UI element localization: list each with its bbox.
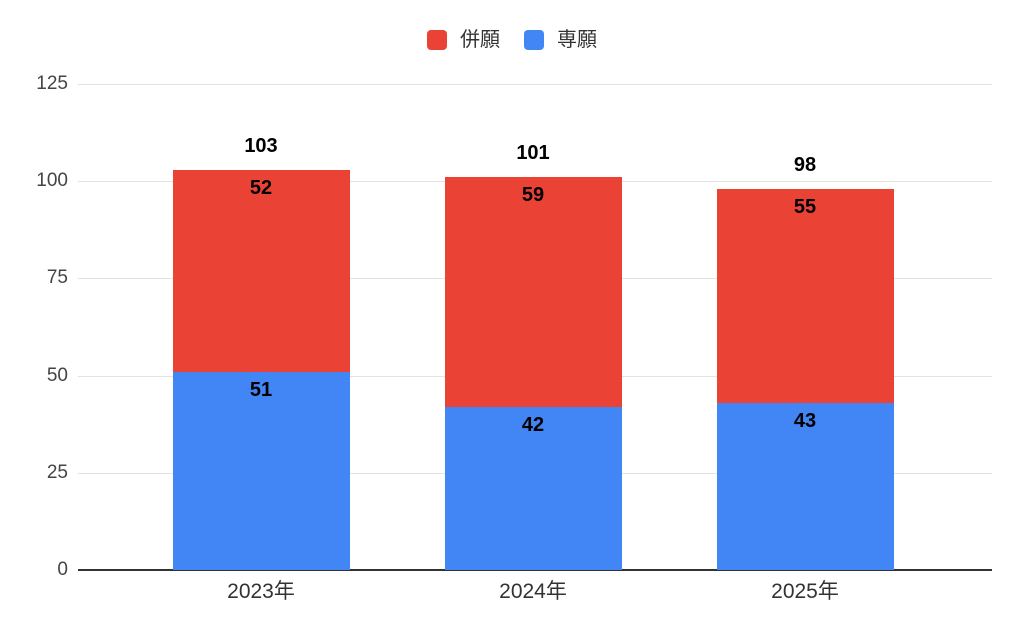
bar-total-label: 103	[244, 134, 278, 157]
segment-value-label: 42	[521, 413, 545, 436]
bar-segment-専願-2023年	[172, 371, 350, 570]
segment-value-label: 43	[793, 409, 817, 432]
segment-value-label: 59	[521, 184, 545, 207]
bar-total-label: 98	[793, 153, 817, 176]
y-axis-tick-label: 0	[57, 559, 68, 580]
bar-total-label: 101	[516, 142, 550, 165]
segment-value-label: 52	[249, 176, 273, 199]
y-axis-tick-label: 50	[46, 364, 68, 386]
segment-value-label: 51	[249, 378, 273, 401]
legend-item: 専願	[524, 30, 597, 50]
gridline	[78, 84, 992, 85]
x-axis-category-label: 2024年	[499, 580, 567, 603]
legend-item: 併願	[427, 30, 500, 50]
x-axis-baseline	[78, 569, 992, 571]
bar-segment-併願-2023年	[172, 169, 350, 372]
x-axis-category-label: 2025年	[771, 580, 839, 603]
bar-segment-専願-2024年	[444, 406, 622, 570]
bar-segment-専願-2025年	[716, 402, 894, 570]
legend-swatch-red	[427, 30, 447, 50]
y-axis-tick-label: 125	[36, 73, 68, 94]
chart-legend: 併願 専願	[0, 28, 1024, 52]
y-axis-tick-label: 75	[46, 267, 68, 289]
y-axis-tick-label: 100	[36, 170, 68, 192]
legend-swatch-blue	[524, 30, 544, 50]
x-axis-category-label: 2023年	[227, 580, 295, 603]
legend-label: 専願	[557, 29, 597, 51]
bar-segment-併願-2024年	[444, 177, 622, 407]
y-axis-tick-label: 25	[46, 461, 68, 483]
legend-label: 併願	[460, 29, 500, 51]
bar-segment-併願-2025年	[716, 188, 894, 403]
segment-value-label: 55	[793, 195, 817, 218]
